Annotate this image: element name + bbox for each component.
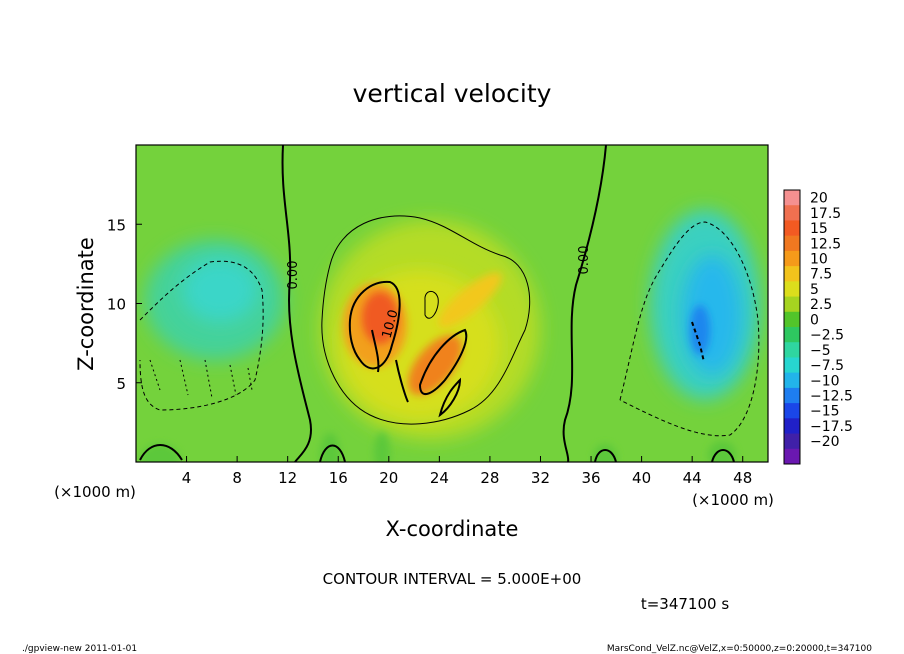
footer-left: ./gpview-new 2011-01-01 xyxy=(22,644,137,654)
x-tick-label: 4 xyxy=(182,469,192,487)
colorbar-swatch xyxy=(784,403,800,419)
right-downdraft-peak xyxy=(690,305,710,355)
contour-interval: CONTOUR INTERVAL = 5.000E+00 xyxy=(323,570,582,588)
contour-ten-d xyxy=(371,329,409,403)
x-unit-left: (×1000 m) xyxy=(54,483,136,501)
colorbar-label: 2.5 xyxy=(810,297,832,313)
contour-label-0: 0.00 xyxy=(286,261,301,290)
colorbar-label: −12.5 xyxy=(810,389,853,405)
colorbar-swatch xyxy=(784,205,800,221)
colorbar-swatch xyxy=(784,342,800,358)
footer-right: MarsCond_VelZ.nc@VelZ,x=0:50000,z=0:2000… xyxy=(607,644,872,654)
x-tick-label: 24 xyxy=(430,469,449,487)
colorbar-label: 12.5 xyxy=(810,236,841,252)
updraft-core-3 xyxy=(438,272,502,328)
colorbar-label: 20 xyxy=(810,191,828,207)
contour-five xyxy=(321,215,531,425)
contour-zero-right xyxy=(562,145,607,462)
colorbar-swatch xyxy=(784,448,800,465)
x-tick-label: 44 xyxy=(683,469,702,487)
colorbar-swatch xyxy=(784,235,800,252)
contour-ten-c xyxy=(438,377,462,418)
updraft-core-1-peak xyxy=(362,292,398,344)
colorbar-label: 10 xyxy=(810,252,828,268)
contour-neg-right xyxy=(619,221,760,437)
contours xyxy=(139,145,760,462)
colorbar-frame xyxy=(783,189,801,465)
colorbar-swatch xyxy=(784,357,800,374)
x-tick-label: 8 xyxy=(232,469,242,487)
x-axis-label: X-coordinate xyxy=(386,517,519,541)
x-tick-label: 20 xyxy=(379,469,398,487)
x-tick-label: 40 xyxy=(632,469,651,487)
x-tick-label: 16 xyxy=(329,469,348,487)
colorbar-label: 7.5 xyxy=(810,267,832,283)
contour-zero-left xyxy=(281,145,312,462)
x-unit-right: (×1000 m) xyxy=(692,491,774,509)
left-downdraft-core xyxy=(182,258,258,322)
colorbar-swatch xyxy=(784,250,800,267)
y-tick-label: 10 xyxy=(107,296,126,314)
colorbar-swatch xyxy=(784,433,800,450)
contour-zero-sfc xyxy=(139,444,735,462)
colorbar-swatch xyxy=(784,311,800,328)
colorbar: 2017.51512.5107.552.50−2.5−5−7.5−10−12.5… xyxy=(783,189,853,465)
surface-cells xyxy=(140,432,736,462)
colorbar-label: 5 xyxy=(810,282,819,298)
colorbar-swatch xyxy=(784,372,800,389)
y-tick-label: 5 xyxy=(116,375,126,393)
right-downdraft-core xyxy=(682,255,742,375)
colorbar-swatch xyxy=(784,296,800,313)
colorbar-swatch xyxy=(784,281,800,298)
contour-label-2: 10.0 xyxy=(380,308,402,340)
colorbar-label: 15 xyxy=(810,221,828,237)
contour-neg-right-core xyxy=(691,321,705,363)
plot-area xyxy=(136,145,768,462)
x-tick-label: 48 xyxy=(733,469,752,487)
contour-ten-b xyxy=(418,328,468,395)
contour-five-hole xyxy=(424,291,439,319)
colorbar-label: −20 xyxy=(810,434,840,450)
colorbar-label: −5 xyxy=(810,343,831,359)
colorbar-swatch xyxy=(784,190,800,206)
x-tick-label: 28 xyxy=(480,469,499,487)
colorbar-swatch xyxy=(784,387,800,404)
colorbar-label: −15 xyxy=(810,404,840,420)
time-label: t=347100 s xyxy=(641,595,729,613)
colorbar-label: −2.5 xyxy=(810,328,844,344)
y-axis-ticks: 5 10 15 xyxy=(107,216,142,393)
colorbar-swatch xyxy=(784,327,800,343)
contour-ten-a xyxy=(348,280,401,370)
colorbar-label: 17.5 xyxy=(810,206,841,222)
x-tick-label: 12 xyxy=(278,469,297,487)
colorbar-swatch xyxy=(784,418,800,435)
colorbar-swatch xyxy=(784,266,800,282)
x-tick-label: 36 xyxy=(581,469,600,487)
contour-label-1: 0.00 xyxy=(577,246,592,275)
colorbar-label: −10 xyxy=(810,373,840,389)
colorbar-label: −7.5 xyxy=(810,358,844,374)
colorbar-swatch xyxy=(784,220,800,237)
chart-title: vertical velocity xyxy=(353,79,552,108)
contour-neg-left-b xyxy=(149,359,253,399)
contour-neg-left xyxy=(139,260,264,411)
x-axis-ticks: 4 8 12 16 20 24 28 32 36 40 44 48 xyxy=(182,456,752,487)
y-tick-label: 15 xyxy=(107,216,126,234)
colorbar-label: −17.5 xyxy=(810,419,853,435)
x-tick-label: 32 xyxy=(531,469,550,487)
y-axis-label: Z-coordinate xyxy=(74,237,98,371)
colorbar-label: 0 xyxy=(810,312,819,328)
